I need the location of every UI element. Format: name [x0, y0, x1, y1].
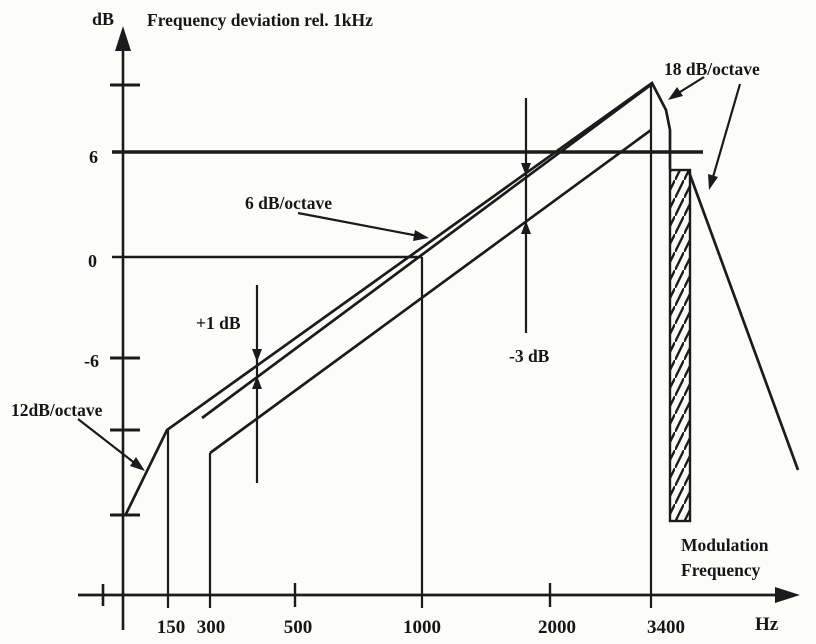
x-tick-label-1000: 1000	[403, 617, 441, 638]
nominal-curve	[201, 82, 653, 420]
chart-title: Frequency deviation rel. 1kHz	[147, 10, 373, 30]
y-tick-label-minus6: -6	[84, 351, 99, 371]
x-tick-label-2000: 2000	[538, 617, 576, 638]
rolloff-slope-line	[687, 171, 800, 471]
y-tick-label-6: 6	[89, 147, 98, 167]
annotation-18db-octave: 18 dB/octave	[664, 59, 760, 79]
plus1db-down-arrowhead-icon	[252, 349, 262, 362]
pointer-18db-octave-right	[709, 83, 742, 185]
annotation-12db-octave: 12dB/octave	[11, 400, 103, 420]
x-axis-arrowhead-icon	[775, 587, 800, 603]
x-tick-label-500: 500	[284, 617, 313, 638]
annotation-modulation-frequency-line1: Modulation	[681, 535, 769, 555]
x-tick-label-3400: 3400	[647, 617, 685, 638]
pointer-18db-left-arrowhead-icon	[668, 87, 683, 100]
lower-limit-curve	[209, 128, 652, 455]
annotation-plus1db: +1 dB	[196, 313, 241, 333]
x-axis-unit-label: Hz	[755, 614, 779, 635]
pointer-18db-right-arrowhead-icon	[708, 174, 718, 190]
upper-limit-curve	[123, 80, 672, 517]
pointer-12db-octave	[77, 418, 142, 469]
hatched-forbidden-region	[668, 168, 692, 523]
plus1db-up-arrowhead-icon	[252, 376, 262, 389]
pointer-12db-arrowhead-icon	[130, 457, 145, 471]
annotation-modulation-frequency-line2: Frequency	[681, 560, 761, 580]
pointer-6db-octave	[297, 211, 425, 239]
y-axis-unit-label: dB	[92, 9, 114, 29]
annotation-minus3db: -3 dB	[509, 346, 550, 366]
annotation-6db-octave: 6 dB/octave	[245, 193, 332, 213]
x-tick-label-300: 300	[197, 617, 226, 638]
y-axis-arrowhead-icon	[115, 26, 131, 51]
pointer-6db-arrowhead-icon	[413, 230, 429, 241]
y-tick-label-0: 0	[88, 251, 97, 271]
x-tick-label-150: 150	[157, 617, 186, 638]
minus3db-up-arrowhead-icon	[521, 221, 531, 234]
minus3db-down-arrowhead-icon	[521, 163, 531, 176]
